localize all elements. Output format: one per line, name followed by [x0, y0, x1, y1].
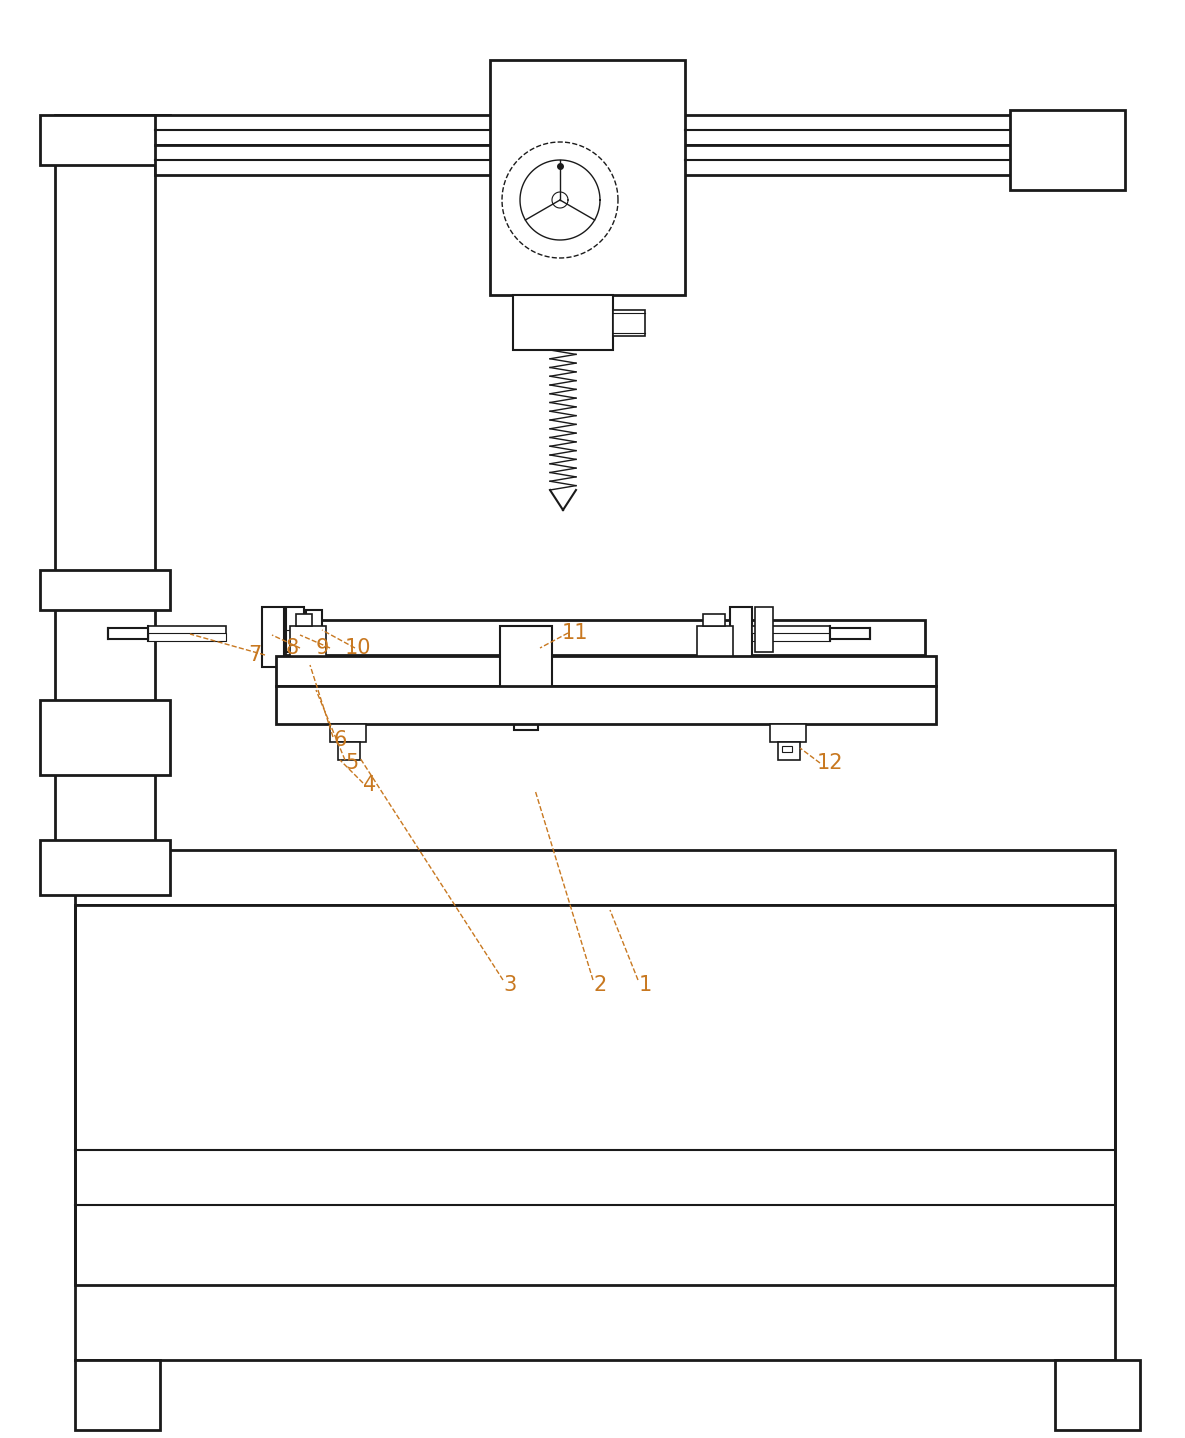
Bar	[155, 145, 1110, 175]
Bar	[770, 723, 806, 742]
Text: 11: 11	[562, 623, 588, 643]
Bar	[491, 60, 685, 295]
Bar	[697, 626, 734, 656]
Bar	[290, 626, 326, 656]
Bar	[148, 626, 226, 641]
Bar	[338, 742, 360, 761]
Text: 9: 9	[315, 638, 328, 659]
Bar	[500, 626, 552, 695]
Bar	[148, 633, 226, 641]
Bar	[40, 569, 169, 610]
Bar	[75, 850, 1115, 905]
Bar	[755, 607, 773, 651]
Bar	[306, 610, 322, 649]
Bar	[752, 633, 830, 641]
Text: 4: 4	[364, 775, 377, 795]
Text: 7: 7	[249, 646, 262, 664]
Text: 3: 3	[504, 975, 517, 995]
Text: 2: 2	[594, 975, 607, 995]
Bar	[1010, 109, 1125, 190]
Bar	[40, 115, 169, 165]
Bar	[286, 607, 305, 651]
Bar	[513, 295, 613, 349]
Bar	[276, 686, 936, 723]
Text: 6: 6	[333, 731, 347, 751]
Bar	[1055, 1360, 1140, 1429]
Bar	[75, 1360, 160, 1429]
Text: 8: 8	[286, 638, 299, 659]
Bar	[296, 614, 312, 626]
Bar	[830, 628, 870, 638]
Bar	[286, 620, 925, 654]
Bar	[108, 628, 148, 638]
Bar	[262, 607, 284, 667]
Bar	[40, 840, 169, 894]
Bar	[155, 115, 1110, 145]
Bar	[329, 723, 366, 742]
Bar	[703, 614, 725, 626]
Bar	[55, 115, 155, 866]
Text: 10: 10	[345, 638, 371, 659]
Text: 1: 1	[639, 975, 652, 995]
Bar	[782, 746, 792, 752]
Bar	[613, 311, 645, 336]
Bar	[514, 695, 538, 731]
Text: 12: 12	[816, 754, 844, 774]
Bar	[752, 626, 830, 641]
Bar	[730, 607, 752, 667]
Bar	[40, 700, 169, 775]
Text: 5: 5	[345, 754, 359, 774]
Bar	[779, 742, 800, 761]
Bar	[75, 905, 1115, 1286]
Bar	[276, 656, 936, 686]
